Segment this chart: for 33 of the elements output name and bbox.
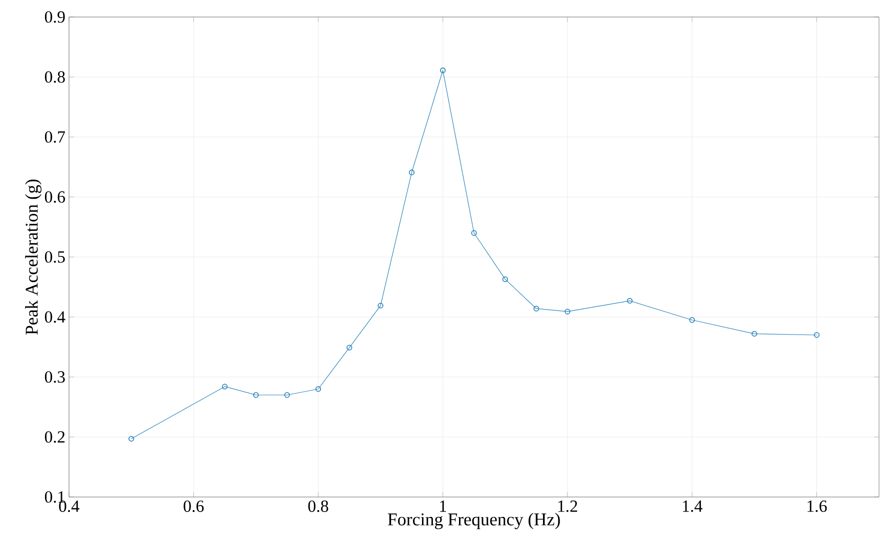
point [378, 302, 384, 308]
point [564, 308, 570, 314]
point [626, 298, 633, 304]
x-tick-label: 1.6 [808, 500, 827, 512]
x-tick-label: 1.4 [682, 500, 702, 512]
x-tick-label: 0.4 [59, 500, 80, 512]
y-tick-label: 0.7 [44, 131, 65, 143]
x-tick-label: 1.2 [558, 500, 578, 512]
y-tick-label: 0.6 [44, 191, 65, 203]
point [502, 276, 508, 282]
point [533, 306, 540, 312]
y-axis-title: Peak Acceleration (g) [25, 180, 42, 335]
point [346, 344, 352, 350]
y-tick-label: 0.3 [44, 371, 65, 383]
y-tick-label: 0.2 [44, 431, 65, 443]
point [752, 330, 758, 337]
point [408, 170, 415, 176]
y-tick-label: 0.5 [44, 251, 65, 263]
point [440, 68, 446, 74]
x-tick-label: 0.8 [308, 500, 328, 512]
point [253, 392, 259, 398]
x-tick-label: 0.6 [184, 500, 204, 512]
point [471, 230, 477, 236]
y-tick-label: 0.9 [44, 11, 65, 23]
y-tick-label: 0.4 [44, 311, 66, 323]
point [315, 386, 322, 392]
point [222, 384, 228, 390]
point [284, 392, 290, 398]
point [689, 317, 695, 323]
y-tick-label: 0.8 [44, 71, 65, 83]
x-axis-title: Forcing Frequency (Hz) [388, 512, 560, 530]
y-tick-label: 0.1 [44, 491, 64, 503]
x-tick-label: 1 [440, 500, 446, 512]
